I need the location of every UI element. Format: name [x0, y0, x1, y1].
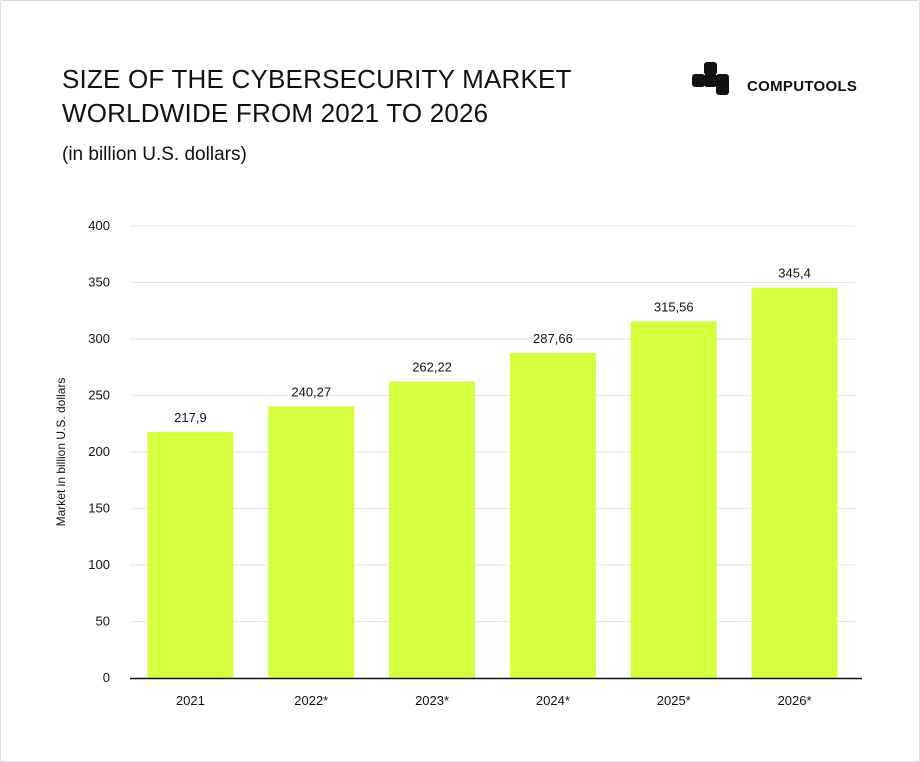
x-tick-label: 2024*: [536, 693, 570, 708]
bar: [751, 287, 838, 678]
data-label: 240,27: [291, 384, 331, 399]
x-tick-label: 2025*: [657, 693, 691, 708]
x-tick-label: 2023*: [415, 693, 449, 708]
bar: [630, 321, 717, 678]
y-axis-label: Market in billion U.S. dollars: [54, 378, 68, 527]
x-tick-label: 2026*: [778, 693, 812, 708]
bar: [389, 381, 476, 678]
bar: [509, 352, 596, 678]
chart-subtitle: (in billion U.S. dollars): [62, 144, 247, 165]
brand-name: COMPUTOOLS: [747, 77, 858, 95]
value-labels: 217,9 240,27 262,22 287,66 315,56 345,4: [174, 266, 811, 425]
y-tick-label: 250: [88, 388, 110, 403]
y-tick-label: 100: [88, 557, 110, 572]
brand: COMPUTOOLS: [690, 60, 857, 96]
y-tick-label: 350: [88, 275, 110, 290]
data-label: 345,4: [778, 266, 811, 281]
computools-logo-icon: [692, 62, 729, 95]
y-tick-label: 400: [88, 218, 110, 233]
bar: [268, 406, 355, 678]
x-tick-labels: 2021 2022* 2023* 2024* 2025* 2026*: [176, 693, 812, 708]
x-tick-label: 2021: [176, 693, 205, 708]
y-tick-label: 50: [96, 614, 110, 629]
data-label: 217,9: [174, 410, 207, 425]
bars: [147, 287, 838, 678]
data-label: 287,66: [533, 331, 573, 346]
y-tick-label: 0: [103, 670, 110, 685]
y-tick-label: 200: [88, 444, 110, 459]
y-tick-label: 300: [88, 331, 110, 346]
data-label: 315,56: [654, 299, 694, 314]
x-tick-label: 2022*: [294, 693, 328, 708]
chart-title: SIZE OF THE CYBERSECURITY MARKET WORLDWI…: [62, 64, 572, 128]
gridlines: [130, 225, 855, 622]
bar: [147, 431, 234, 678]
y-tick-labels: 0 50 100 150 200 250 300 350 400: [88, 218, 110, 685]
y-tick-label: 150: [88, 501, 110, 516]
data-label: 262,22: [412, 360, 452, 375]
